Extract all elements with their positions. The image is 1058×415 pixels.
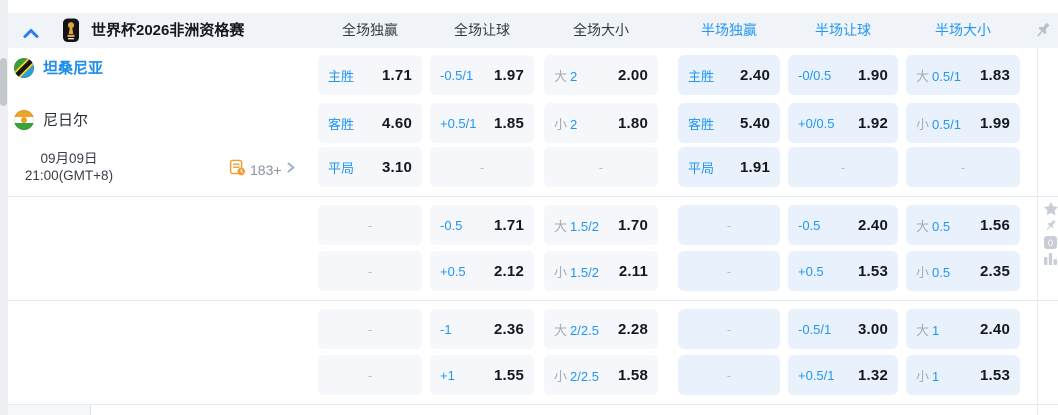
- odds-cell-ht-under[interactable]: 小 0.5/1 1.99: [906, 103, 1020, 143]
- more-markets-link[interactable]: 183+: [229, 159, 296, 181]
- match-date: 09月09日: [40, 151, 98, 166]
- odds-cell-ht-away[interactable]: 客胜 5.40: [678, 103, 780, 143]
- away-team-row: 尼日尔: [14, 109, 88, 130]
- odds-cell-ht-over[interactable]: 大 0.5 1.56: [906, 205, 1020, 245]
- tab-halftime-handicap[interactable]: 半场让球: [815, 22, 871, 38]
- odds-cell-ft-over[interactable]: 大 2 2.00: [544, 55, 658, 95]
- right-column-divider: [1037, 48, 1038, 415]
- odds-cell-empty: -: [906, 147, 1020, 187]
- odds-cell-ft-under[interactable]: 小 1.5/2 2.11: [544, 251, 658, 291]
- odds-cell-empty: -: [318, 309, 422, 349]
- odds-cell-ft-under[interactable]: 小 2/2.5 1.58: [544, 355, 658, 395]
- odds-cell-ft-over[interactable]: 大 2/2.5 2.28: [544, 309, 658, 349]
- odds-cell-empty: -: [788, 147, 898, 187]
- tanzania-flag-icon: [14, 57, 34, 78]
- odds-cell-empty: -: [544, 147, 658, 187]
- odds-row: - -1 2.36 大 2/2.5 2.28 - -0.5/1 3.00 大 1 2.40: [318, 309, 1020, 349]
- odds-cell-ft-handicap[interactable]: +0.5/1 1.85: [430, 103, 534, 143]
- odds-row: - +1 1.55 小 2/2.5 1.58 - +0.5/1 1.32 小 1 1.53: [318, 355, 1020, 395]
- odds-cell-ft-over[interactable]: 大 1.5/2 1.70: [544, 205, 658, 245]
- chevron-right-icon: [286, 161, 296, 179]
- odds-cell-ft-home[interactable]: 主胜 1.71: [318, 55, 422, 95]
- home-team-row: 坦桑尼亚: [14, 57, 103, 78]
- bar-chart-icon[interactable]: [1043, 252, 1058, 267]
- odds-cell-empty: -: [678, 205, 780, 245]
- pin-icon[interactable]: [1032, 20, 1053, 46]
- collapse-chevron-up-icon[interactable]: [22, 26, 40, 44]
- niger-flag-icon: [14, 109, 34, 130]
- market-column-headers: 全场独赢 全场让球 全场大小 半场独赢 半场让球 半场大小: [318, 13, 1020, 48]
- match-time: 21:00(GMT+8): [24, 168, 114, 183]
- league-title: 世界杯2026非洲资格赛: [91, 22, 245, 39]
- group-divider: [8, 196, 1058, 197]
- pin-small-icon[interactable]: [1043, 218, 1058, 233]
- odds-cell-ht-under[interactable]: 小 0.5 2.35: [906, 251, 1020, 291]
- tab-halftime-overunder[interactable]: 半场大小: [935, 22, 991, 38]
- league-header: 世界杯2026非洲资格赛 全场独赢 全场让球 全场大小 半场独赢 半场让球 半场…: [8, 13, 1058, 48]
- favorite-star-icon[interactable]: [1043, 201, 1058, 216]
- odds-cell-ht-under[interactable]: 小 1 1.53: [906, 355, 1020, 395]
- odds-cell-empty: -: [318, 355, 422, 395]
- next-row-divider: [90, 405, 91, 415]
- odds-cell-ft-handicap[interactable]: +0.5 2.12: [430, 251, 534, 291]
- stats-zero-icon[interactable]: 0: [1043, 235, 1058, 250]
- odds-cell-empty: -: [430, 147, 534, 187]
- odds-cell-empty: -: [318, 205, 422, 245]
- odds-cell-ft-handicap[interactable]: -0.5/1 1.97: [430, 55, 534, 95]
- group-divider: [8, 404, 1058, 405]
- tab-fulltime-overunder[interactable]: 全场大小: [573, 22, 629, 38]
- more-markets-count: 183+: [250, 162, 282, 178]
- row-action-icons: 0: [1043, 201, 1058, 267]
- match-datetime: 09月09日 21:00(GMT+8): [6, 150, 132, 184]
- odds-cell-ht-handicap[interactable]: +0.5/1 1.32: [788, 355, 898, 395]
- odds-cell-ht-home[interactable]: 主胜 2.40: [678, 55, 780, 95]
- odds-cell-ft-away[interactable]: 客胜 4.60: [318, 103, 422, 143]
- odds-row: 客胜 4.60 +0.5/1 1.85 小 2 1.80 客胜 5.40 +0/0.5 1.…: [318, 103, 1020, 143]
- odds-cell-empty: -: [318, 251, 422, 291]
- svg-text:0: 0: [1048, 238, 1053, 248]
- odds-cell-ht-handicap[interactable]: -0.5/1 3.00: [788, 309, 898, 349]
- scrollbar-thumb[interactable]: [0, 58, 7, 106]
- odds-row: - +0.5 2.12 小 1.5/2 2.11 - +0.5 1.53 小 0.5 2.3…: [318, 251, 1020, 291]
- home-team-name: 坦桑尼亚: [43, 60, 104, 77]
- odds-cell-ft-draw[interactable]: 平局 3.10: [318, 147, 422, 187]
- odds-cell-ft-handicap[interactable]: -1 2.36: [430, 309, 534, 349]
- tab-fulltime-handicap[interactable]: 全场让球: [454, 22, 510, 38]
- odds-cell-ft-handicap[interactable]: -0.5 1.71: [430, 205, 534, 245]
- odds-row: 平局 3.10 - - 平局 1.91 - -: [318, 147, 1020, 187]
- worldcup-trophy-icon: [61, 18, 81, 48]
- odds-cell-ft-under[interactable]: 小 2 1.80: [544, 103, 658, 143]
- odds-cell-empty: -: [678, 309, 780, 349]
- odds-row: - -0.5 1.71 大 1.5/2 1.70 - -0.5 2.40 大 0.5 1.5…: [318, 205, 1020, 245]
- stats-doc-clock-icon: [229, 159, 246, 181]
- odds-row: 主胜 1.71 -0.5/1 1.97 大 2 2.00 主胜 2.40 -0/0.5 1.…: [318, 55, 1020, 95]
- group-divider: [8, 300, 1058, 301]
- tab-halftime-moneyline[interactable]: 半场独赢: [701, 22, 757, 38]
- odds-cell-ht-handicap[interactable]: +0.5 1.53: [788, 251, 898, 291]
- away-team-name: 尼日尔: [43, 112, 89, 129]
- next-row-partial: [8, 405, 90, 415]
- left-scroll-rail: [0, 0, 8, 415]
- odds-cell-ht-over[interactable]: 大 0.5/1 1.83: [906, 55, 1020, 95]
- odds-cell-empty: -: [678, 251, 780, 291]
- odds-cell-ht-handicap[interactable]: -0.5 2.40: [788, 205, 898, 245]
- odds-cell-ht-handicap[interactable]: +0/0.5 1.92: [788, 103, 898, 143]
- odds-cell-ht-over[interactable]: 大 1 2.40: [906, 309, 1020, 349]
- odds-cell-ht-draw[interactable]: 平局 1.91: [678, 147, 780, 187]
- odds-cell-ft-handicap[interactable]: +1 1.55: [430, 355, 534, 395]
- tab-fulltime-moneyline[interactable]: 全场独赢: [342, 22, 398, 38]
- odds-cell-ht-handicap[interactable]: -0/0.5 1.90: [788, 55, 898, 95]
- odds-cell-empty: -: [678, 355, 780, 395]
